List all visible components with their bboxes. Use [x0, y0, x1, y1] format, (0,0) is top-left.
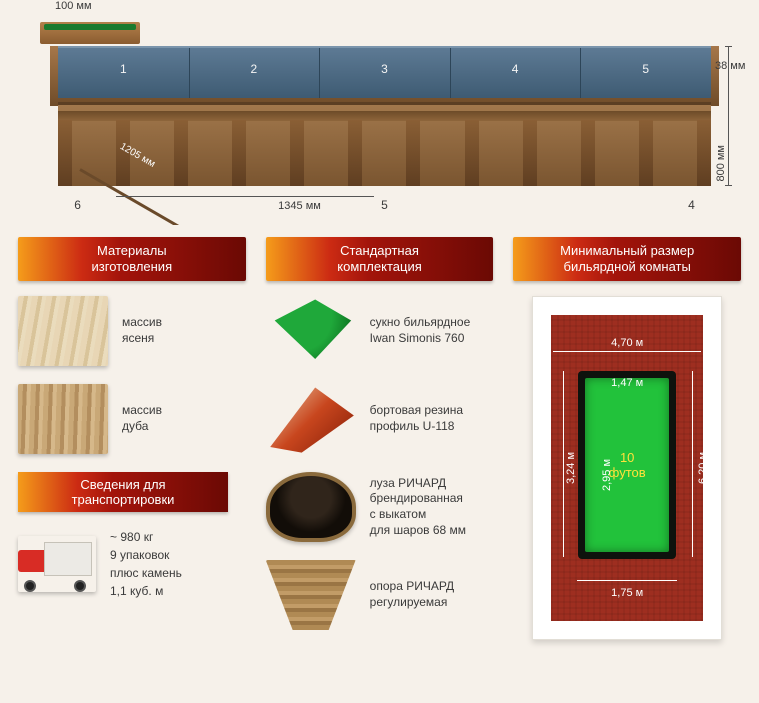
- header-materials: Материалы изготовления: [18, 237, 246, 281]
- transport-packs: 9 упаковок: [110, 546, 182, 564]
- material-label: массив дуба: [122, 403, 162, 434]
- dim-line: [692, 371, 693, 557]
- col-equipment: сукно бильярдное Iwan Simonis 760 бортов…: [266, 296, 494, 648]
- label-line: профиль U-118: [370, 419, 463, 435]
- room-width-dim: 4,70 м: [533, 337, 721, 349]
- slate-num: 5: [642, 62, 649, 76]
- label-line: массив: [122, 403, 162, 419]
- rubber-icon: [266, 384, 356, 454]
- header-line: Материалы: [97, 243, 167, 259]
- label-line: луза РИЧАРД: [370, 476, 466, 492]
- material-oak: массив дуба: [18, 384, 246, 454]
- header-line: Стандартная: [340, 243, 419, 259]
- label-line: бортовая резина: [370, 403, 463, 419]
- equip-pocket: луза РИЧАРД брендированная с выкатом для…: [266, 472, 494, 542]
- label-line: для шаров 68 мм: [370, 523, 466, 539]
- header-line: комплектация: [337, 259, 421, 275]
- equip-label: сукно бильярдное Iwan Simonis 760: [370, 315, 471, 346]
- slate-num: 1: [120, 62, 127, 76]
- height-dim: 800 мм: [715, 145, 727, 182]
- transport-label: ~ 980 кг 9 упаковок плюс камень 1,1 куб.…: [110, 528, 182, 600]
- pocket-icon: [266, 472, 356, 542]
- header-transport: Сведения для транспортировки: [18, 472, 228, 512]
- outer-height-dim: 3,24 м: [565, 452, 577, 484]
- table-leg-icon: [266, 560, 356, 630]
- bottom-span-dim: 1345 мм: [180, 200, 419, 212]
- cushion-rail-sample: [40, 22, 140, 44]
- dim-line: [553, 351, 701, 352]
- room-height-dim: 6,20 м: [697, 452, 709, 484]
- table-legs: [58, 120, 711, 186]
- rail-width-dim: 100 мм: [55, 0, 92, 12]
- bottom-num: 4: [688, 198, 695, 212]
- felt-center-line: футов: [609, 465, 646, 480]
- header-line: транспортировки: [72, 492, 175, 507]
- material-label: массив ясеня: [122, 315, 162, 346]
- header-room: Минимальный размер бильярдной комнаты: [513, 237, 741, 281]
- label-line: сукно бильярдное: [370, 315, 471, 331]
- table-side-diagram: 100 мм 1 2 3 4 5 1205 мм 6 5 4 1345 мм 3…: [0, 0, 759, 225]
- equip-cloth: сукно бильярдное Iwan Simonis 760: [266, 296, 494, 366]
- thickness-dim: 38 мм: [715, 60, 745, 72]
- bottom-num: 6: [74, 198, 81, 212]
- dim-line: [577, 580, 677, 581]
- header-line: бильярдной комнаты: [564, 259, 691, 275]
- label-line: дуба: [122, 419, 162, 435]
- truck-icon: [18, 536, 96, 592]
- content-columns: массив ясеня массив дуба Сведения для тр…: [18, 296, 741, 648]
- equip-label: опора РИЧАРД регулируемая: [370, 579, 455, 610]
- header-equipment: Стандартная комплектация: [266, 237, 494, 281]
- equip-leg: опора РИЧАРД регулируемая: [266, 560, 494, 630]
- equip-label: бортовая резина профиль U-118: [370, 403, 463, 434]
- equip-rubber: бортовая резина профиль U-118: [266, 384, 494, 454]
- oak-wood-icon: [18, 384, 108, 454]
- table-width-bottom-dim: 1,75 м: [533, 587, 721, 599]
- header-line: Сведения для: [80, 477, 165, 492]
- label-line: массив: [122, 315, 162, 331]
- transport-info: ~ 980 кг 9 упаковок плюс камень 1,1 куб.…: [18, 528, 246, 600]
- label-line: ясеня: [122, 331, 162, 347]
- slate-num: 2: [251, 62, 258, 76]
- felt-center-line: 10: [620, 450, 634, 465]
- slate-num: 3: [381, 62, 388, 76]
- room-table: 10 футов: [578, 371, 676, 559]
- dim-line: [563, 371, 564, 557]
- equip-label: луза РИЧАРД брендированная с выкатом для…: [370, 476, 466, 538]
- table-height-dim: 2,95 м: [601, 459, 613, 491]
- felt-surface: 10 футов: [585, 378, 669, 552]
- material-ash: массив ясеня: [18, 296, 246, 366]
- col-materials: массив ясеня массив дуба Сведения для тр…: [18, 296, 246, 648]
- header-line: Минимальный размер: [560, 243, 694, 259]
- transport-weight: ~ 980 кг: [110, 528, 182, 546]
- header-line: изготовления: [92, 259, 173, 275]
- ash-wood-icon: [18, 296, 108, 366]
- room-plan: 4,70 м 10 футов 1,47 м 6,20 м 3,24 м 2,9…: [532, 296, 722, 640]
- transport-volume: 1,1 куб. м: [110, 582, 182, 600]
- label-line: Iwan Simonis 760: [370, 331, 471, 347]
- bottom-dim-line: [116, 196, 374, 197]
- slate-section-numbers: 1 2 3 4 5: [58, 62, 711, 82]
- label-line: регулируемая: [370, 595, 455, 611]
- section-headers: Материалы изготовления Стандартная компл…: [18, 237, 741, 281]
- col-room: 4,70 м 10 футов 1,47 м 6,20 м 3,24 м 2,9…: [513, 296, 741, 648]
- cloth-icon: [266, 296, 356, 366]
- label-line: брендированная: [370, 491, 466, 507]
- label-line: с выкатом: [370, 507, 466, 523]
- slate-num: 4: [512, 62, 519, 76]
- label-line: опора РИЧАРД: [370, 579, 455, 595]
- transport-packs: плюс камень: [110, 564, 182, 582]
